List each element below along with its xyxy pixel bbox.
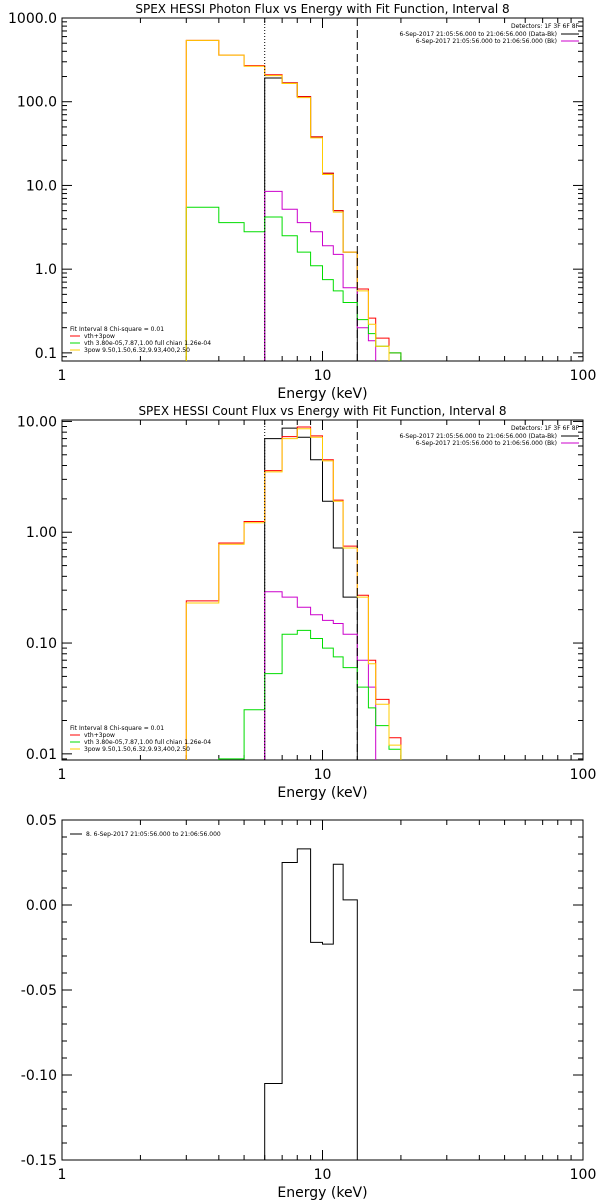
y-tick-label: 0.10 bbox=[26, 636, 57, 652]
legend-entry: 8. 6-Sep-2017 21:05:56.000 to 21:06:56.0… bbox=[86, 831, 221, 838]
plot-frame bbox=[61, 17, 584, 362]
legend-entry: 3pow 9.50,1.50,6.32,9.93,400,2.50 bbox=[84, 347, 190, 354]
legend-entry: 6-Sep-2017 21:05:56.000 to 21:06:56.000 … bbox=[399, 433, 557, 440]
plot-0-legends: Detectors: 1F 3F 6F 8F6-Sep-2017 21:05:5… bbox=[70, 23, 580, 354]
legend-entry: 3pow 9.50,1.50,6.32,9.93,400,2.50 bbox=[84, 746, 190, 753]
y-tick-label: 0.1 bbox=[35, 346, 57, 362]
plot-frame bbox=[61, 819, 584, 1161]
y-tick-label: -0.05 bbox=[21, 983, 57, 999]
legend-header: Detectors: 1F 3F 6F 8F bbox=[511, 23, 580, 30]
plot-2-series bbox=[264, 848, 358, 1160]
plot-1-series bbox=[185, 426, 402, 760]
x-tick-label: 10 bbox=[314, 368, 332, 384]
x-tick-label: 10 bbox=[314, 1167, 332, 1183]
legend-header: Fit Interval 8 Chi-square = 0.01 bbox=[70, 326, 164, 333]
legend-entry: 6-Sep-2017 21:05:56.000 to 21:06:56.000 … bbox=[399, 31, 557, 38]
plot-1-axes: 1 10 100 0.01 0.10 1.00 10.00 SPEX HESSI Count … bbox=[17, 404, 596, 801]
x-axis-label: Energy (keV) bbox=[277, 785, 367, 801]
plot-title: SPEX HESSI Count Flux vs Energy with Fit… bbox=[138, 404, 506, 418]
x-tick-label: 100 bbox=[570, 368, 597, 384]
series-line-3 bbox=[218, 629, 402, 760]
legend-header: Detectors: 1F 3F 6F 8F bbox=[511, 425, 580, 432]
series-line-4 bbox=[185, 428, 402, 760]
series-line-4 bbox=[185, 39, 390, 361]
y-tick-label: 10.0 bbox=[26, 178, 57, 194]
plot-0-markers bbox=[264, 18, 358, 361]
y-tick-label: 100.0 bbox=[17, 95, 57, 111]
plot-1-legends: Detectors: 1F 3F 6F 8F6-Sep-2017 21:05:5… bbox=[70, 425, 580, 753]
x-axis-label: Energy (keV) bbox=[277, 1185, 367, 1200]
y-tick-label: 1.00 bbox=[26, 525, 57, 541]
plot-0-axes: 1 10 100 0.1 1.0 10.0 100.0 1000.0 SPEX HESSI Ph… bbox=[8, 2, 596, 402]
plot-title: SPEX HESSI Photon Flux vs Energy with Fi… bbox=[135, 2, 509, 16]
y-tick-label: -0.10 bbox=[21, 1068, 57, 1084]
x-tick-label: 1 bbox=[58, 767, 67, 783]
x-tick-label: 1 bbox=[58, 1167, 67, 1183]
series-line-0 bbox=[264, 427, 358, 760]
legend-entry: vth+3pow bbox=[84, 732, 115, 739]
legend-entry: 6-Sep-2017 21:05:56.000 to 21:06:56.000 … bbox=[416, 38, 557, 45]
y-tick-label: 0.05 bbox=[26, 813, 57, 829]
y-tick-label: 10.00 bbox=[17, 414, 57, 430]
x-tick-label: 1 bbox=[58, 368, 67, 384]
legend-entry: vth 3.80e-05,7.87,1.00 full chian 1.26e-… bbox=[84, 739, 211, 746]
y-tick-label: 0.01 bbox=[26, 747, 57, 763]
plot-2-axes: 1 10 100 -0.15 -0.10 -0.05 0.00 0.05 Energy (keV… bbox=[21, 813, 597, 1200]
y-tick-label: -0.15 bbox=[21, 1153, 57, 1169]
legend-entry: 6-Sep-2017 21:05:56.000 to 21:06:56.000 … bbox=[416, 440, 557, 447]
plot-1-markers bbox=[264, 420, 358, 760]
x-tick-label: 100 bbox=[570, 1167, 597, 1183]
legend-entry: vth 3.80e-05,7.87,1.00 full chian 1.26e-… bbox=[84, 340, 211, 347]
x-tick-label: 100 bbox=[570, 767, 597, 783]
x-tick-label: 10 bbox=[314, 767, 332, 783]
x-axis-label: Energy (keV) bbox=[277, 386, 367, 402]
plot-2-legends: 8. 6-Sep-2017 21:05:56.000 to 21:06:56.0… bbox=[70, 831, 221, 838]
legend-header: Fit Interval 8 Chi-square = 0.01 bbox=[70, 725, 164, 732]
y-tick-label: 1000.0 bbox=[8, 11, 57, 27]
series-line-1 bbox=[264, 190, 377, 361]
series-line-1 bbox=[264, 591, 377, 760]
plot-0-series bbox=[185, 39, 402, 361]
legend-entry: vth+3pow bbox=[84, 333, 115, 340]
series-line-0 bbox=[264, 848, 358, 1160]
y-tick-label: 1.0 bbox=[35, 262, 57, 278]
y-tick-label: 0.00 bbox=[26, 898, 57, 914]
